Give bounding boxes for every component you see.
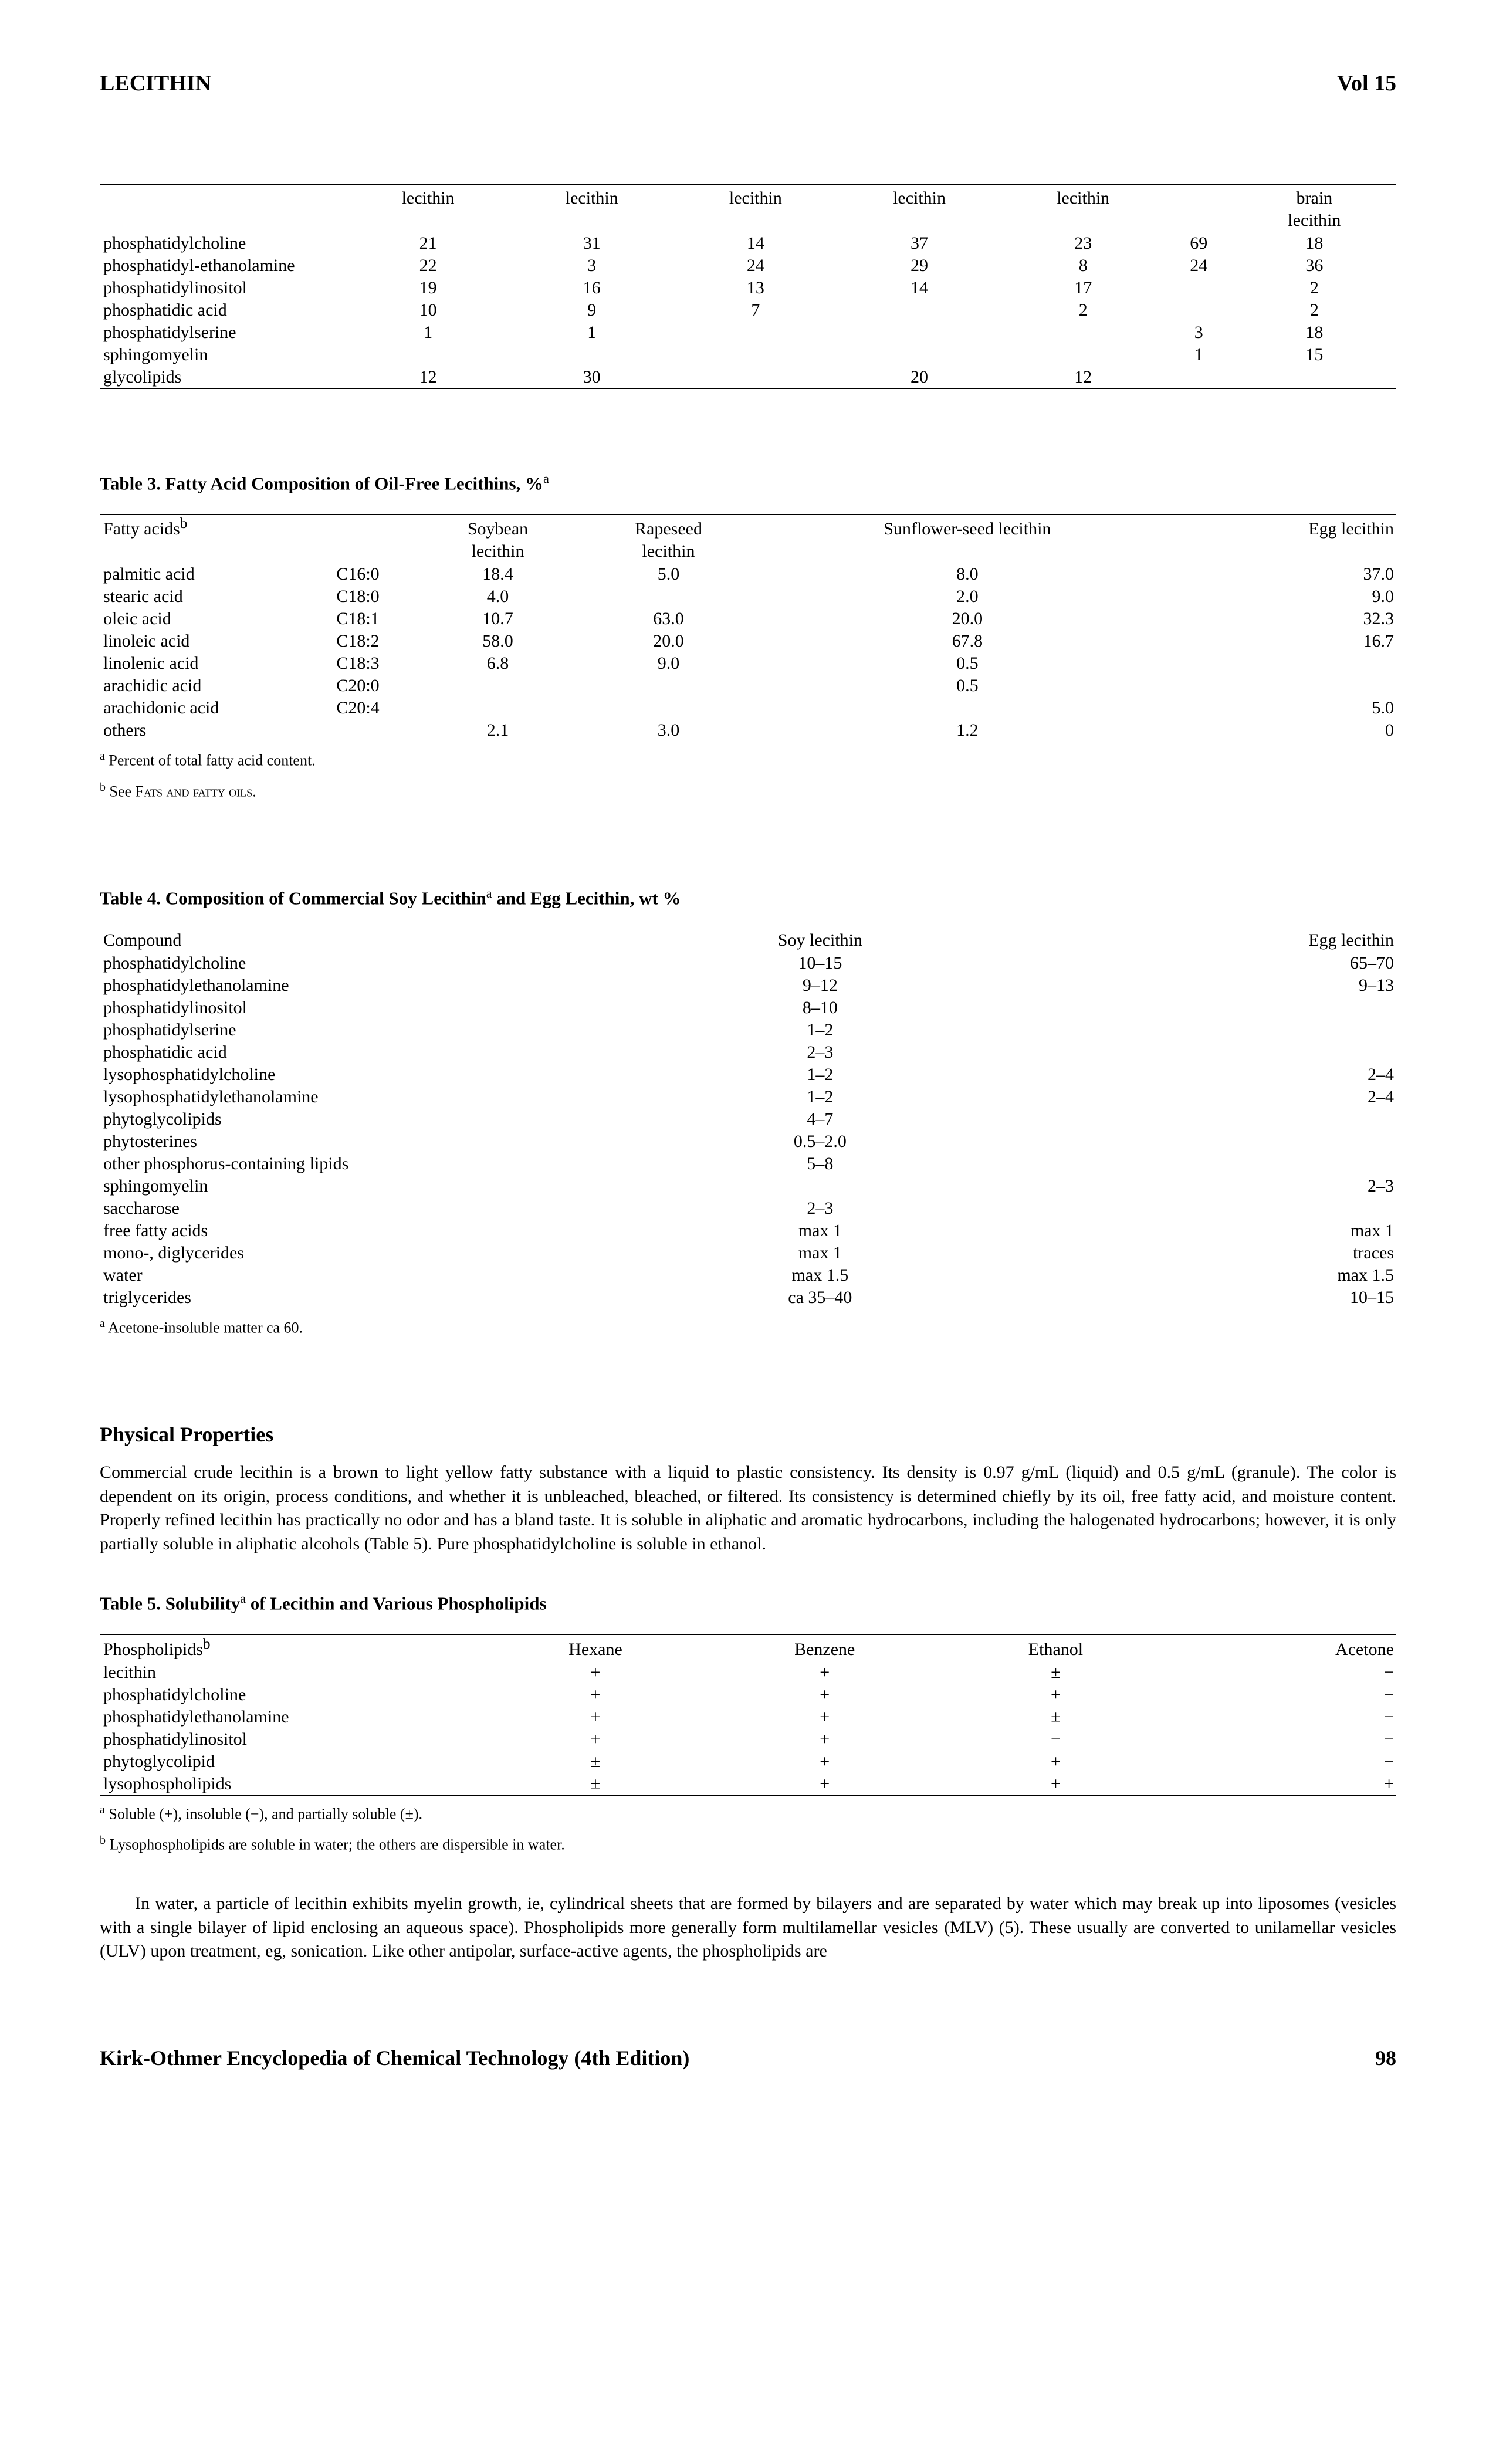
table-row: arachidonic acidC20:45.0 <box>100 697 1396 719</box>
table-row: stearic acidC18:04.02.09.0 <box>100 585 1396 608</box>
table-row: phosphatidylcholine21311437236918 <box>100 232 1396 255</box>
table-row: phosphatidylcholine10–1565–70 <box>100 952 1396 975</box>
table-row: lysophosphatidylcholine1–22–4 <box>100 1064 1396 1086</box>
table-row: mono-, diglyceridesmax 1traces <box>100 1242 1396 1264</box>
table-3-body: palmitic acidC16:018.45.08.037.0stearic … <box>100 563 1396 742</box>
table-row: other phosphorus-containing lipids5–8 <box>100 1153 1396 1175</box>
table-row: palmitic acidC16:018.45.08.037.0 <box>100 563 1396 586</box>
table-3-wrap: Table 3. Fatty Acid Composition of Oil-F… <box>100 471 1396 804</box>
table-row: phosphatidylinositol19161314172 <box>100 277 1396 299</box>
table-row: lysophosphatidylethanolamine1–22–4 <box>100 1086 1396 1108</box>
table-row: linoleic acidC18:258.020.067.816.7 <box>100 630 1396 652</box>
table-row: triglyceridesca 35–4010–15 <box>100 1287 1396 1309</box>
table-row: phosphatidic acid2–3 <box>100 1041 1396 1064</box>
table-3-head: Fatty acidsbSoybeanRapeseedSunflower-see… <box>100 515 1396 563</box>
table-row: saccharose2–3 <box>100 1197 1396 1220</box>
table-4-title: Table 4. Composition of Commercial Soy L… <box>100 886 1396 909</box>
section-1-paragraph: Commercial crude lecithin is a brown to … <box>100 1461 1396 1556</box>
table-row: phosphatidylinositol8–10 <box>100 997 1396 1019</box>
table-row: oleic acidC18:110.763.020.032.3 <box>100 608 1396 630</box>
table-row: free fatty acidsmax 1max 1 <box>100 1220 1396 1242</box>
footer-page: 98 <box>1375 2046 1396 2070</box>
table-4-head: CompoundSoy lecithinEgg lecithin <box>100 929 1396 952</box>
table-4-wrap: Table 4. Composition of Commercial Soy L… <box>100 886 1396 1341</box>
table-5-wrap: Table 5. Solubilitya of Lecithin and Var… <box>100 1591 1396 1857</box>
table-3: Fatty acidsbSoybeanRapeseedSunflower-see… <box>100 514 1396 742</box>
table-1-head: lecithinlecithinlecithinlecithinlecithin… <box>100 185 1396 232</box>
table-3-footnote-a: a Percent of total fatty acid content. <box>100 747 1396 773</box>
table-row: phosphatidylserine1–2 <box>100 1019 1396 1041</box>
table-row: watermax 1.5max 1.5 <box>100 1264 1396 1287</box>
table-4: CompoundSoy lecithinEgg lecithin phospha… <box>100 929 1396 1309</box>
table-row: phytoglycolipids4–7 <box>100 1108 1396 1131</box>
section-2-paragraph: In water, a particle of lecithin exhibit… <box>100 1892 1396 1964</box>
table-3-title: Table 3. Fatty Acid Composition of Oil-F… <box>100 471 1396 494</box>
table-4-body: phosphatidylcholine10–1565–70phosphatidy… <box>100 952 1396 1309</box>
table-5-footnote-a: a Soluble (+), insoluble (−), and partia… <box>100 1800 1396 1826</box>
table-row: phosphatidylethanolamine++±− <box>100 1706 1396 1728</box>
table-row: arachidic acidC20:00.5 <box>100 675 1396 697</box>
table-5-body: lecithin++±−phosphatidylcholine+++−phosp… <box>100 1661 1396 1795</box>
table-row: phosphatidic acid109722 <box>100 299 1396 321</box>
header-volume: Vol 15 <box>1337 70 1396 96</box>
table-row: phosphatidylinositol++−− <box>100 1728 1396 1751</box>
table-4-footnote-a: a Acetone-insoluble matter ca 60. <box>100 1314 1396 1340</box>
table-row: phytoglycolipid±++− <box>100 1751 1396 1773</box>
table-row: phosphatidylserine11318 <box>100 321 1396 344</box>
table-5-footnote-b: b Lysophospholipids are soluble in water… <box>100 1831 1396 1857</box>
table-1-body: phosphatidylcholine21311437236918phospha… <box>100 232 1396 389</box>
table-1-wrap: lecithinlecithinlecithinlecithinlecithin… <box>100 184 1396 389</box>
table-row: phytosterines0.5–2.0 <box>100 1131 1396 1153</box>
table-row: glycolipids12302012 <box>100 366 1396 389</box>
table-5-title: Table 5. Solubilitya of Lecithin and Var… <box>100 1591 1396 1614</box>
footer-source: Kirk-Othmer Encyclopedia of Chemical Tec… <box>100 2046 689 2070</box>
table-row: lecithin++±− <box>100 1661 1396 1684</box>
table-row: phosphatidylethanolamine9–129–13 <box>100 974 1396 997</box>
table-row: phosphatidylcholine+++− <box>100 1684 1396 1706</box>
table-row: lysophospholipids±+++ <box>100 1773 1396 1796</box>
header-title: LECITHIN <box>100 70 211 96</box>
table-3-footnote-b: b See Fats and fatty oils. <box>100 778 1396 804</box>
page-footer: Kirk-Othmer Encyclopedia of Chemical Tec… <box>100 2046 1396 2070</box>
table-row: sphingomyelin115 <box>100 344 1396 366</box>
table-5-head: PhospholipidsbHexaneBenzeneEthanolAceton… <box>100 1634 1396 1661</box>
table-row: others2.13.01.20 <box>100 719 1396 742</box>
table-row: sphingomyelin2–3 <box>100 1175 1396 1197</box>
table-1: lecithinlecithinlecithinlecithinlecithin… <box>100 184 1396 389</box>
table-row: linolenic acidC18:36.89.00.5 <box>100 652 1396 675</box>
table-5: PhospholipidsbHexaneBenzeneEthanolAceton… <box>100 1634 1396 1796</box>
page-header: LECITHIN Vol 15 <box>100 70 1396 96</box>
section-heading-physical: Physical Properties <box>100 1422 1396 1447</box>
table-row: phosphatidyl-ethanolamine223242982436 <box>100 255 1396 277</box>
